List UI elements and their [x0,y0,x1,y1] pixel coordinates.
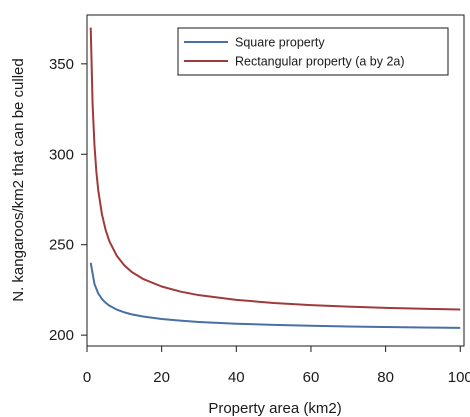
x-axis-ticks: 0 20 40 60 80 100 [83,346,470,386]
series-layer [89,27,461,329]
legend: Square property Rectangular property (a … [177,27,449,76]
x-tick-label: 20 [153,369,170,386]
x-tick-label: 100 [448,369,470,386]
x-tick-label: 40 [228,369,245,386]
y-tick-label: 200 [49,327,74,344]
legend-box [177,27,449,76]
y-tick-label: 300 [49,146,74,163]
plot-frame [86,14,465,347]
y-tick-label: 350 [49,56,74,73]
x-tick-label: 60 [303,369,320,386]
series-line-rectangular [89,27,461,311]
x-tick-label: 80 [377,369,394,386]
x-tick-label: 0 [83,369,91,386]
y-tick-label: 250 [49,237,74,254]
legend-label-square: Square property [235,36,325,50]
y-axis-title: N. kangaroos/km2 that can be culled [10,58,27,301]
x-axis-title: Property area (km2) [208,400,341,417]
legend-label-rectangular: Rectangular property (a by 2a) [235,55,405,69]
series-line-square [89,262,461,329]
y-axis-ticks: 200 250 300 350 [49,56,87,344]
